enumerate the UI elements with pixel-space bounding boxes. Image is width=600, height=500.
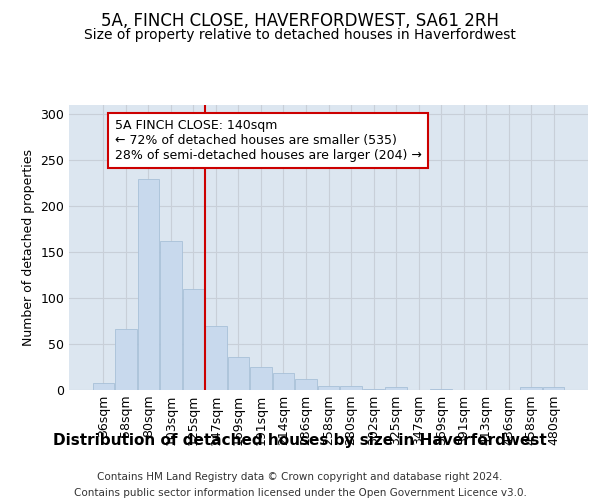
Bar xyxy=(115,330,137,390)
Bar xyxy=(543,387,565,390)
Bar xyxy=(520,387,542,390)
Y-axis label: Number of detached properties: Number of detached properties xyxy=(22,149,35,346)
Bar xyxy=(160,241,182,390)
Bar xyxy=(250,367,272,390)
Bar xyxy=(430,389,452,390)
Bar xyxy=(318,386,339,390)
Text: Contains public sector information licensed under the Open Government Licence v3: Contains public sector information licen… xyxy=(74,488,526,498)
Bar xyxy=(385,387,407,390)
Bar xyxy=(205,326,227,390)
Bar xyxy=(340,386,362,390)
Bar xyxy=(137,178,159,390)
Bar xyxy=(295,379,317,390)
Bar xyxy=(363,389,384,390)
Bar xyxy=(228,357,249,390)
Text: Contains HM Land Registry data © Crown copyright and database right 2024.: Contains HM Land Registry data © Crown c… xyxy=(97,472,503,482)
Text: 5A FINCH CLOSE: 140sqm
← 72% of detached houses are smaller (535)
28% of semi-de: 5A FINCH CLOSE: 140sqm ← 72% of detached… xyxy=(115,119,421,162)
Text: Distribution of detached houses by size in Haverfordwest: Distribution of detached houses by size … xyxy=(53,432,547,448)
Bar xyxy=(182,289,204,390)
Bar xyxy=(92,382,114,390)
Text: Size of property relative to detached houses in Haverfordwest: Size of property relative to detached ho… xyxy=(84,28,516,42)
Text: 5A, FINCH CLOSE, HAVERFORDWEST, SA61 2RH: 5A, FINCH CLOSE, HAVERFORDWEST, SA61 2RH xyxy=(101,12,499,30)
Bar xyxy=(273,372,294,390)
